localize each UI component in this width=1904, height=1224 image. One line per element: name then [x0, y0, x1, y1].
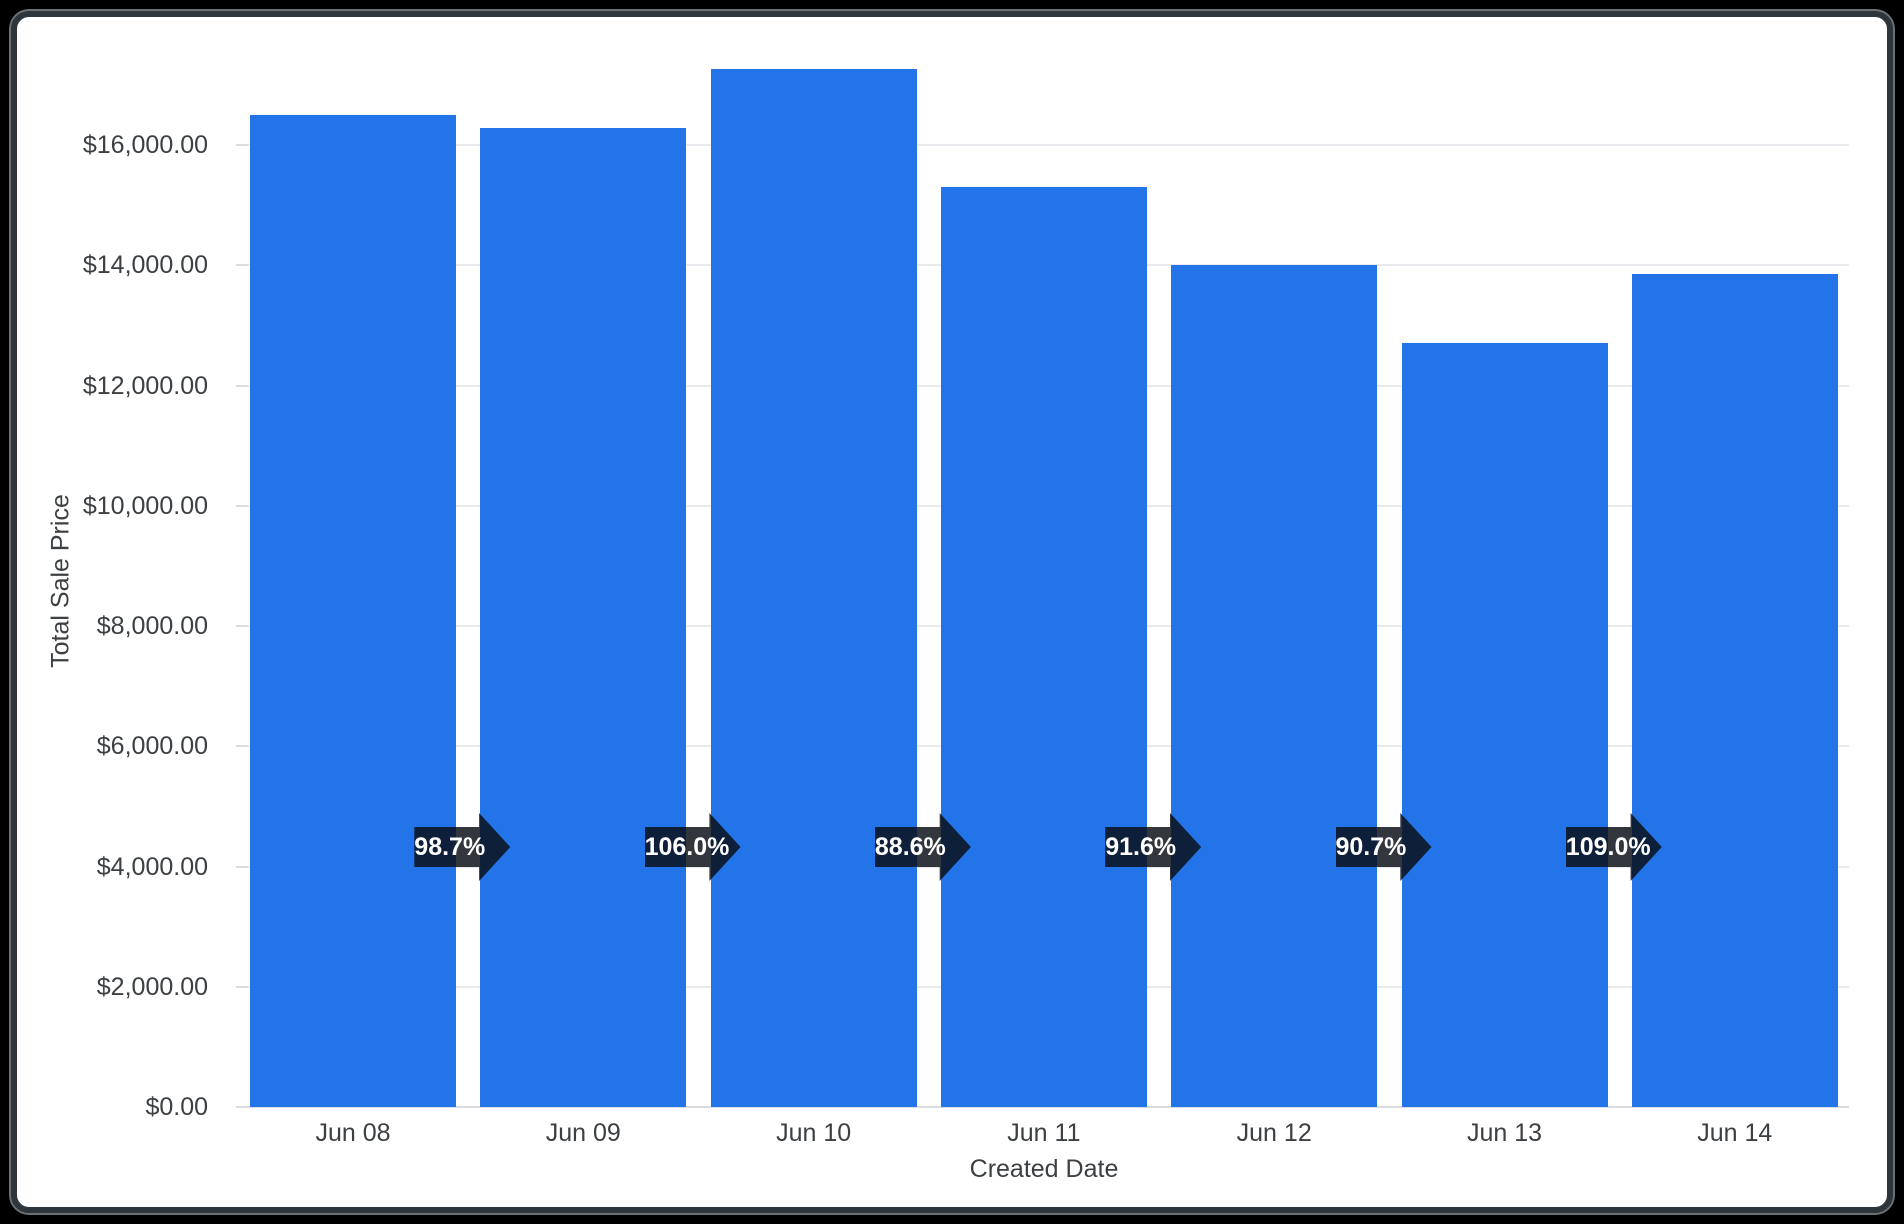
bar[interactable] — [1171, 264, 1378, 1107]
bar[interactable] — [1401, 342, 1608, 1107]
y-tick-mark — [236, 384, 248, 387]
bar[interactable] — [710, 69, 917, 1107]
x-tick-label: Jun 12 — [1236, 1119, 1312, 1147]
y-tick-label: $16,000.00 — [82, 131, 208, 160]
period-comparison-label: 90.7% — [1335, 833, 1407, 861]
period-comparison-label: 109.0% — [1565, 833, 1651, 861]
period-comparison-label: 98.7% — [414, 833, 486, 861]
x-tick-label: Jun 14 — [1697, 1119, 1773, 1147]
x-tick-label: Jun 11 — [1007, 1119, 1081, 1147]
y-tick-label: $14,000.00 — [82, 251, 208, 280]
y-tick-label: $2,000.00 — [96, 972, 208, 1001]
bar[interactable] — [250, 115, 456, 1107]
period-comparison-label: 91.6% — [1105, 833, 1177, 861]
bar[interactable] — [480, 127, 687, 1107]
period-comparison-label: 106.0% — [644, 833, 730, 861]
x-axis-line — [238, 1106, 1849, 1108]
y-tick-label: $8,000.00 — [96, 612, 208, 641]
y-tick-mark — [236, 985, 248, 988]
y-tick-mark — [236, 625, 248, 628]
period-comparison-label: 88.6% — [874, 833, 946, 861]
y-tick-mark — [236, 504, 248, 507]
bar[interactable] — [940, 187, 1147, 1107]
y-axis-title: Total Sale Price — [46, 494, 75, 668]
y-tick-mark — [236, 745, 248, 748]
bar[interactable] — [1631, 274, 1838, 1107]
y-tick-mark — [236, 264, 248, 267]
y-tick-label: $0.00 — [145, 1093, 208, 1121]
y-tick-mark — [236, 144, 248, 147]
x-axis-title: Created Date — [969, 1155, 1119, 1183]
x-tick-label: Jun 08 — [315, 1119, 391, 1147]
x-tick-label: Jun 10 — [776, 1119, 852, 1147]
y-tick-label: $10,000.00 — [82, 491, 208, 520]
y-tick-label: $6,000.00 — [96, 732, 208, 761]
y-tick-mark — [236, 865, 248, 868]
y-tick-label: $4,000.00 — [96, 852, 208, 881]
y-tick-mark — [236, 1106, 248, 1108]
y-tick-label: $12,000.00 — [82, 371, 208, 400]
x-tick-label: Jun 09 — [545, 1119, 621, 1147]
x-tick-label: Jun 13 — [1466, 1119, 1543, 1147]
gridline — [238, 144, 1849, 147]
